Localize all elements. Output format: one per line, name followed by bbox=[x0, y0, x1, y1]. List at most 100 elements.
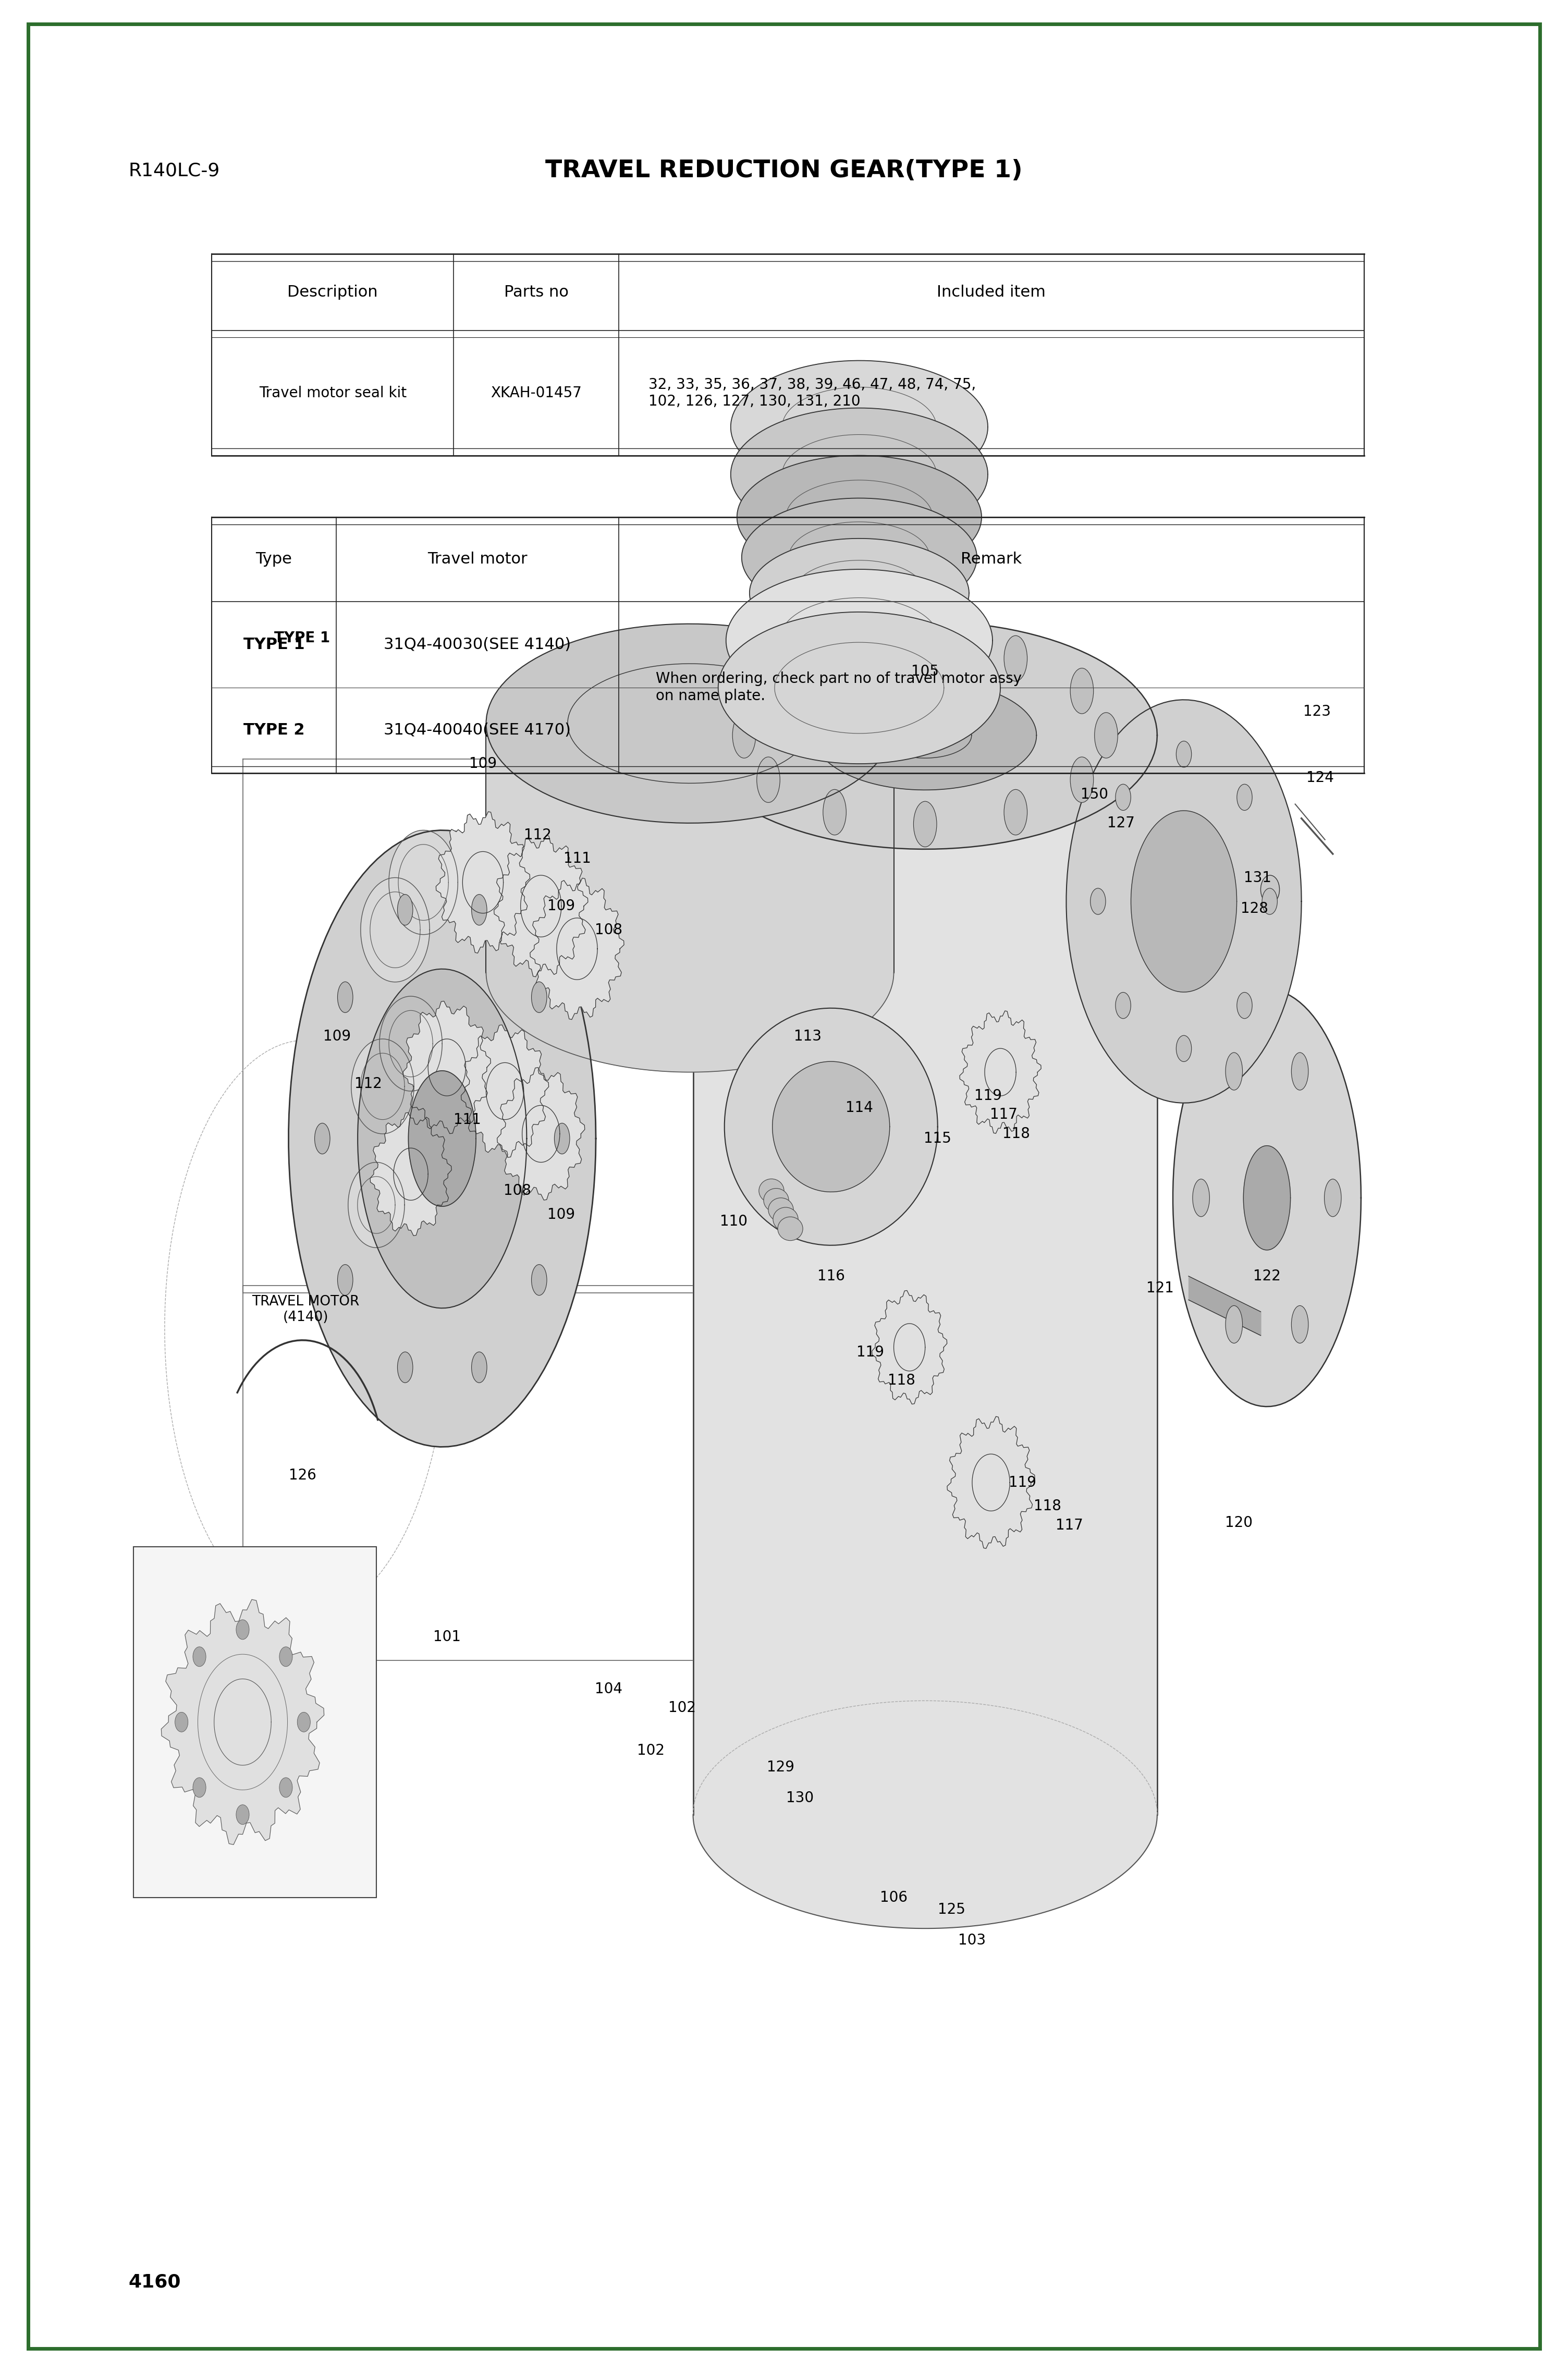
Polygon shape bbox=[461, 1025, 549, 1158]
Text: TYPE 2: TYPE 2 bbox=[243, 723, 304, 738]
Text: 127: 127 bbox=[1107, 816, 1135, 830]
Ellipse shape bbox=[1292, 1305, 1308, 1343]
Text: Included item: Included item bbox=[938, 285, 1046, 299]
Polygon shape bbox=[1066, 700, 1301, 1103]
Text: TRAVEL MOTOR
(4140): TRAVEL MOTOR (4140) bbox=[252, 1295, 359, 1324]
Polygon shape bbox=[494, 835, 588, 977]
Ellipse shape bbox=[1094, 712, 1118, 759]
Ellipse shape bbox=[914, 624, 936, 669]
Polygon shape bbox=[726, 569, 993, 712]
Circle shape bbox=[193, 1646, 205, 1668]
Ellipse shape bbox=[757, 757, 779, 802]
Text: 109: 109 bbox=[469, 757, 497, 771]
Ellipse shape bbox=[1261, 875, 1279, 904]
Text: 112: 112 bbox=[524, 828, 552, 842]
Ellipse shape bbox=[1071, 669, 1093, 714]
Ellipse shape bbox=[1226, 1305, 1242, 1343]
Text: 102: 102 bbox=[637, 1743, 665, 1758]
Polygon shape bbox=[750, 538, 969, 648]
Ellipse shape bbox=[768, 1198, 793, 1222]
Polygon shape bbox=[737, 455, 982, 579]
Ellipse shape bbox=[1115, 991, 1131, 1018]
Ellipse shape bbox=[1292, 1053, 1308, 1091]
Text: 103: 103 bbox=[958, 1933, 986, 1947]
Polygon shape bbox=[1243, 1146, 1290, 1250]
Polygon shape bbox=[742, 498, 977, 617]
Ellipse shape bbox=[1237, 785, 1253, 811]
Polygon shape bbox=[693, 621, 1157, 1928]
Circle shape bbox=[298, 1713, 310, 1732]
Polygon shape bbox=[408, 1070, 477, 1207]
Text: 118: 118 bbox=[887, 1373, 916, 1388]
Ellipse shape bbox=[823, 790, 847, 835]
Text: 125: 125 bbox=[938, 1902, 966, 1917]
Ellipse shape bbox=[1325, 1179, 1341, 1217]
Text: 4160: 4160 bbox=[129, 2272, 180, 2291]
Ellipse shape bbox=[337, 982, 353, 1013]
Polygon shape bbox=[731, 361, 988, 493]
Ellipse shape bbox=[532, 982, 547, 1013]
Text: 114: 114 bbox=[845, 1101, 873, 1115]
Ellipse shape bbox=[397, 1352, 412, 1383]
Ellipse shape bbox=[1071, 757, 1093, 802]
Text: 106: 106 bbox=[880, 1890, 908, 1905]
Polygon shape bbox=[379, 996, 442, 1091]
Circle shape bbox=[279, 1777, 292, 1798]
Text: Travel motor seal kit: Travel motor seal kit bbox=[259, 387, 406, 401]
Text: 109: 109 bbox=[547, 1207, 575, 1222]
Polygon shape bbox=[1173, 989, 1361, 1407]
Ellipse shape bbox=[315, 1124, 329, 1153]
Ellipse shape bbox=[1004, 636, 1027, 681]
Ellipse shape bbox=[914, 802, 936, 847]
Ellipse shape bbox=[1176, 740, 1192, 766]
Text: 108: 108 bbox=[503, 1184, 532, 1198]
Polygon shape bbox=[530, 878, 624, 1020]
Text: 112: 112 bbox=[354, 1077, 383, 1091]
Polygon shape bbox=[486, 624, 894, 1072]
Ellipse shape bbox=[337, 1264, 353, 1295]
Ellipse shape bbox=[778, 1217, 803, 1241]
Text: 121: 121 bbox=[1146, 1281, 1174, 1295]
Text: 130: 130 bbox=[786, 1791, 814, 1805]
Text: TYPE 1: TYPE 1 bbox=[243, 638, 304, 652]
Polygon shape bbox=[872, 1290, 947, 1404]
Text: 150: 150 bbox=[1080, 788, 1109, 802]
Ellipse shape bbox=[823, 636, 847, 681]
Text: Travel motor: Travel motor bbox=[428, 553, 527, 567]
Text: XKAH-01457: XKAH-01457 bbox=[491, 387, 582, 401]
Ellipse shape bbox=[1115, 785, 1131, 811]
Text: 126: 126 bbox=[289, 1468, 317, 1482]
Text: 101: 101 bbox=[433, 1630, 461, 1644]
Circle shape bbox=[279, 1646, 292, 1668]
Text: When ordering, check part no of travel motor assy
on name plate.: When ordering, check part no of travel m… bbox=[655, 671, 1022, 702]
Text: 105: 105 bbox=[911, 664, 939, 678]
Ellipse shape bbox=[732, 712, 756, 759]
Text: 124: 124 bbox=[1306, 771, 1334, 785]
Text: Type: Type bbox=[256, 553, 292, 567]
Ellipse shape bbox=[555, 1124, 569, 1153]
Text: Remark: Remark bbox=[961, 553, 1022, 567]
Text: 122: 122 bbox=[1253, 1269, 1281, 1283]
Ellipse shape bbox=[759, 1179, 784, 1203]
Circle shape bbox=[237, 1805, 249, 1824]
Polygon shape bbox=[348, 1162, 405, 1248]
Polygon shape bbox=[486, 624, 894, 823]
Text: 118: 118 bbox=[1002, 1127, 1030, 1141]
Text: 117: 117 bbox=[1055, 1518, 1083, 1532]
Text: 109: 109 bbox=[323, 1029, 351, 1044]
Text: 111: 111 bbox=[453, 1112, 481, 1127]
Text: Parts no: Parts no bbox=[503, 285, 568, 299]
Text: TYPE 1: TYPE 1 bbox=[274, 631, 331, 645]
Text: 113: 113 bbox=[793, 1029, 822, 1044]
Polygon shape bbox=[497, 1067, 585, 1200]
Text: 31Q4-40040(SEE 4170): 31Q4-40040(SEE 4170) bbox=[384, 723, 571, 738]
Ellipse shape bbox=[472, 1352, 488, 1383]
Text: 31Q4-40030(SEE 4140): 31Q4-40030(SEE 4140) bbox=[384, 638, 571, 652]
Text: Description: Description bbox=[287, 285, 378, 299]
Bar bbox=[133, 1547, 376, 1898]
Polygon shape bbox=[370, 1112, 452, 1236]
Circle shape bbox=[176, 1713, 188, 1732]
Polygon shape bbox=[960, 1010, 1041, 1134]
Text: 120: 120 bbox=[1225, 1516, 1253, 1530]
Polygon shape bbox=[436, 811, 530, 954]
